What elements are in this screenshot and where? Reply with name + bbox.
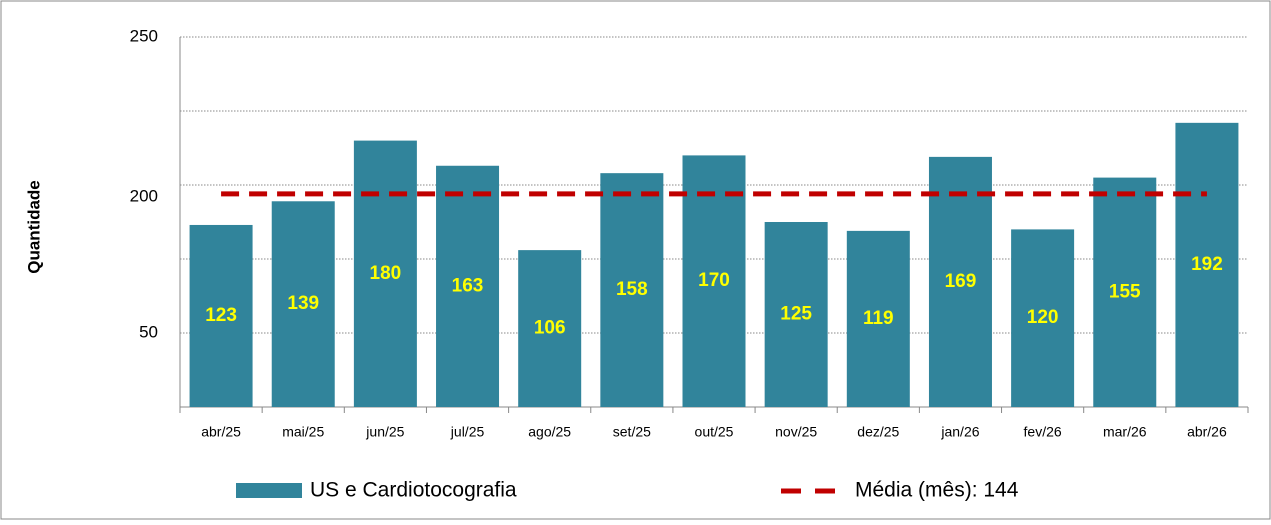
data-label: 180 xyxy=(370,263,402,284)
x-tick-label: mar/26 xyxy=(1103,424,1147,440)
bar xyxy=(600,173,664,407)
legend-label: Média (mês): 144 xyxy=(855,479,1019,502)
x-tick-label: set/25 xyxy=(613,424,651,440)
data-label: 106 xyxy=(534,318,566,339)
data-label: 170 xyxy=(698,270,730,291)
data-label: 119 xyxy=(863,308,894,329)
data-label: 139 xyxy=(287,293,319,314)
x-tick-label: nov/25 xyxy=(775,424,817,440)
x-tick-label: jun/25 xyxy=(365,424,404,440)
legend-swatch xyxy=(236,483,302,498)
x-tick-label: abr/26 xyxy=(1187,424,1227,440)
y-tick-label: 50 xyxy=(139,322,158,341)
data-label: 120 xyxy=(1027,307,1059,328)
bar xyxy=(518,250,582,407)
bar xyxy=(271,201,335,407)
bar xyxy=(436,165,500,407)
x-tick-label: ago/25 xyxy=(528,424,571,440)
data-label: 163 xyxy=(452,275,484,296)
data-label: 155 xyxy=(1109,281,1141,302)
x-tick-label: jul/25 xyxy=(450,424,485,440)
bar xyxy=(928,156,992,407)
data-label: 123 xyxy=(205,305,237,326)
data-label: 169 xyxy=(945,271,977,292)
bar xyxy=(846,230,910,407)
bar xyxy=(1011,229,1075,407)
data-label: 192 xyxy=(1191,254,1223,275)
x-tick-label: fev/26 xyxy=(1024,424,1062,440)
x-tick-label: dez/25 xyxy=(857,424,899,440)
x-tick-label: out/25 xyxy=(695,424,734,440)
bar xyxy=(682,155,746,407)
bar xyxy=(764,222,828,407)
x-tick-label: mai/25 xyxy=(282,424,324,440)
data-label: 125 xyxy=(780,304,812,325)
y-tick-label: 200 xyxy=(130,186,158,205)
legend-label: US e Cardiotocografia xyxy=(310,479,517,502)
y-axis-label: Quantidade xyxy=(24,180,43,274)
bar xyxy=(189,224,253,407)
bar xyxy=(1175,122,1239,407)
data-label: 158 xyxy=(616,279,648,300)
x-tick-label: abr/25 xyxy=(201,424,241,440)
bar xyxy=(1093,177,1157,407)
y-tick-label: 250 xyxy=(130,26,158,45)
bar xyxy=(353,140,417,407)
x-tick-label: jan/26 xyxy=(940,424,979,440)
